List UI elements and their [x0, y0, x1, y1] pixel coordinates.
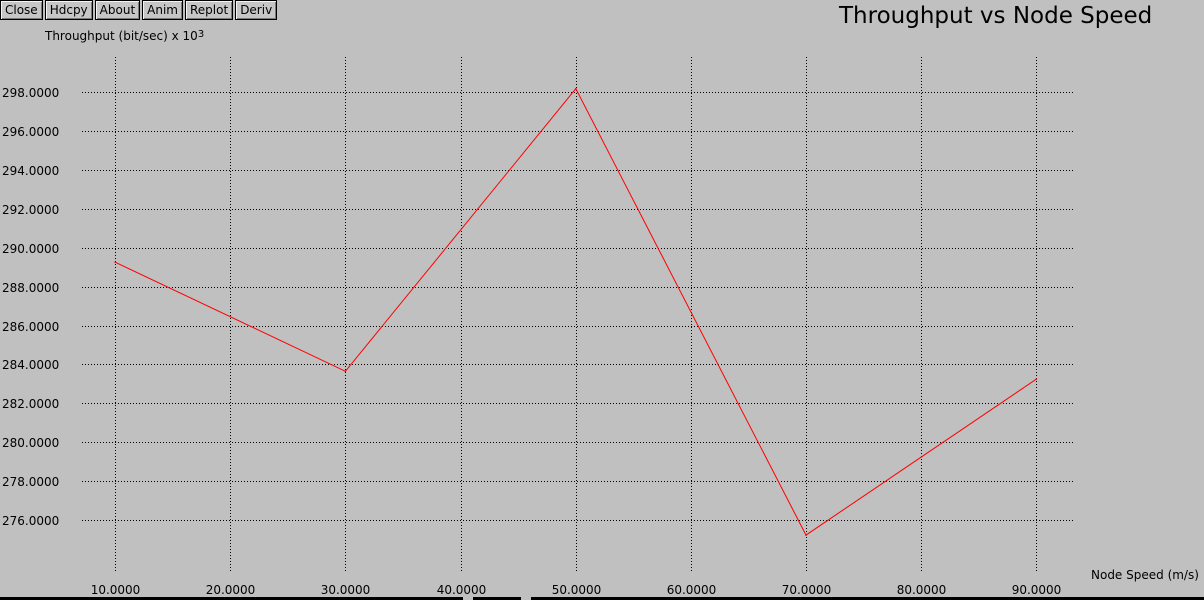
data-point	[1035, 378, 1038, 380]
y-tick-label: 280.0000	[2, 436, 59, 450]
chart-title: Throughput vs Node Speed	[839, 3, 1153, 29]
x-tick-label: 60.0000	[667, 583, 717, 597]
y-tick-label: 296.0000	[2, 125, 59, 139]
toolbar: Close Hdcpy About Anim Replot Deriv	[0, 0, 279, 20]
bottom-strip	[0, 597, 1204, 600]
x-tick-label: 10.0000	[91, 583, 141, 597]
data-point	[575, 87, 577, 90]
grid-lines	[82, 57, 1075, 572]
anim-button[interactable]: Anim	[142, 0, 183, 20]
y-tick-label: 288.0000	[2, 281, 59, 295]
y-tick-label: 294.0000	[2, 164, 59, 178]
y-tick-label: 298.0000	[2, 86, 59, 100]
hdcpy-button[interactable]: Hdcpy	[44, 0, 93, 20]
y-tick-label: 290.0000	[2, 242, 59, 256]
y-tick-label: 282.0000	[2, 397, 59, 411]
x-tick-label: 20.0000	[206, 583, 256, 597]
replot-button[interactable]: Replot	[185, 0, 234, 20]
strip-gap	[521, 597, 531, 600]
deriv-button[interactable]: Deriv	[235, 0, 278, 20]
series-layer	[114, 87, 1038, 536]
strip-gap	[463, 597, 473, 600]
x-tick-label: 40.0000	[437, 583, 487, 597]
data-point	[114, 261, 116, 264]
y-tick-label: 276.0000	[2, 514, 59, 528]
y-tick-label: 284.0000	[2, 358, 59, 372]
x-tick-label: 80.0000	[897, 583, 947, 597]
x-tick-label: 30.0000	[321, 583, 371, 597]
y-axis-label-text: Throughput (bit/sec) x 10	[45, 29, 198, 43]
y-tick-label: 286.0000	[2, 320, 59, 334]
x-tick-label: 90.0000	[1012, 583, 1062, 597]
about-button[interactable]: About	[94, 0, 141, 20]
y-tick-label: 292.0000	[2, 203, 59, 217]
y-axis-label: Throughput (bit/sec) x 103	[45, 29, 204, 43]
x-axis-label: Node Speed (m/s)	[1091, 568, 1199, 582]
y-axis-label-exponent: 3	[197, 29, 205, 40]
x-tick-label: 50.0000	[552, 583, 602, 597]
series-line	[114, 87, 1037, 536]
close-button[interactable]: Close	[0, 0, 43, 20]
x-tick-label: 70.0000	[782, 583, 832, 597]
y-tick-label: 278.0000	[2, 475, 59, 489]
data-point	[344, 370, 347, 373]
tick-labels: 276.0000 278.0000 280.0000 282.0000 284.0000…	[2, 86, 1061, 597]
data-point	[805, 534, 807, 536]
